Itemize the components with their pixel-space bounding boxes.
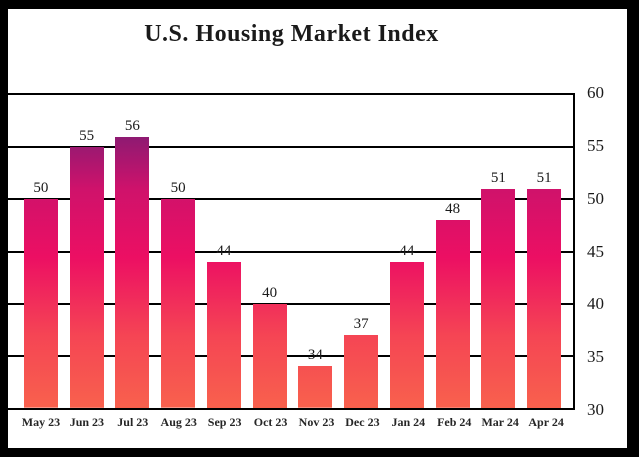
grid-line-50 [8,198,573,201]
bar-value-label: 44 [399,242,415,259]
x-tick-Aug 23: Aug 23 [160,415,197,429]
bar-Apr 24 [527,188,562,408]
x-tick-Feb 24: Feb 24 [437,415,472,429]
bar-value-label: 51 [536,169,552,186]
y-tick-45: 45 [587,241,604,261]
bar-slot-Aug 23: 50 [155,95,201,408]
bar-Jan 24 [389,261,424,408]
bar-Nov 23 [298,366,333,408]
x-tick-Dec 23: Dec 23 [345,415,380,429]
bar-value-label: 56 [124,117,140,134]
y-tick-50: 50 [587,188,604,208]
x-tick-Jan 24: Jan 24 [391,415,426,429]
plot-area: 50 55 56 50 44 40 34 37 44 48 51 51 [8,93,575,410]
bar-value-label: 34 [307,347,323,364]
bar-slot-Jan 24: 44 [384,95,430,408]
bar-value-label: 40 [262,284,278,301]
bar-slot-May 23: 50 [18,95,64,408]
y-tick-55: 55 [587,135,604,155]
bar-Mar 24 [481,188,516,408]
x-tick-May 23: May 23 [21,415,61,429]
x-tick-Nov 23: Nov 23 [298,415,335,429]
x-axis: May 23 Jun 23 Jul 23 Aug 23 Sep 23 Oct 23 Nov … [8,415,575,430]
y-tick-35: 35 [587,347,604,367]
chart-title: U.S. Housing Market Index [144,21,439,47]
bar-slot-Jul 23: 56 [110,95,156,408]
bars-container: 50 55 56 50 44 40 34 37 44 48 51 51 [8,95,573,408]
y-axis: 60 55 50 45 40 35 30 [587,9,627,448]
grid-line-55 [8,146,573,149]
bar-value-label: 44 [216,242,232,259]
y-tick-60: 60 [587,83,604,102]
grid-line-45 [8,250,573,253]
bar-value-label: 37 [353,315,369,332]
x-tick-Jun 23: Jun 23 [69,415,105,429]
bar-Oct 23 [252,303,287,408]
bar-Aug 23 [161,199,196,408]
x-tick-Jul 23: Jul 23 [117,415,149,429]
bar-value-label: 48 [445,201,461,218]
x-tick-Oct 23: Oct 23 [253,415,288,429]
bar-slot-Jun 23: 55 [64,95,110,408]
bar-slot-Dec 23: 37 [338,95,384,408]
bar-slot-Nov 23: 34 [293,95,339,408]
grid-line-40 [8,302,573,305]
bar-value-label: 51 [490,169,506,186]
bar-slot-Oct 23: 40 [247,95,293,408]
bar-slot-Feb 24: 48 [430,95,476,408]
bar-slot-Apr 24: 51 [521,95,567,408]
grid-line-35 [8,354,573,357]
x-tick-Apr 24: Apr 24 [528,415,564,429]
bar-Feb 24 [435,220,470,408]
bar-Dec 23 [344,334,379,408]
bar-value-label: 50 [170,180,186,197]
y-tick-40: 40 [587,294,604,314]
bar-value-label: 55 [79,128,95,145]
bar-value-label: 50 [33,180,49,197]
bar-Jun 23 [69,147,104,408]
bar-slot-Mar 24: 51 [476,95,522,408]
bar-May 23 [23,199,58,408]
bar-Jul 23 [115,136,150,408]
x-tick-Mar 24: Mar 24 [481,415,519,429]
x-tick-Sep 23: Sep 23 [207,415,242,429]
y-tick-30: 30 [587,400,604,419]
bar-slot-Sep 23: 44 [201,95,247,408]
bar-Sep 23 [206,261,241,408]
